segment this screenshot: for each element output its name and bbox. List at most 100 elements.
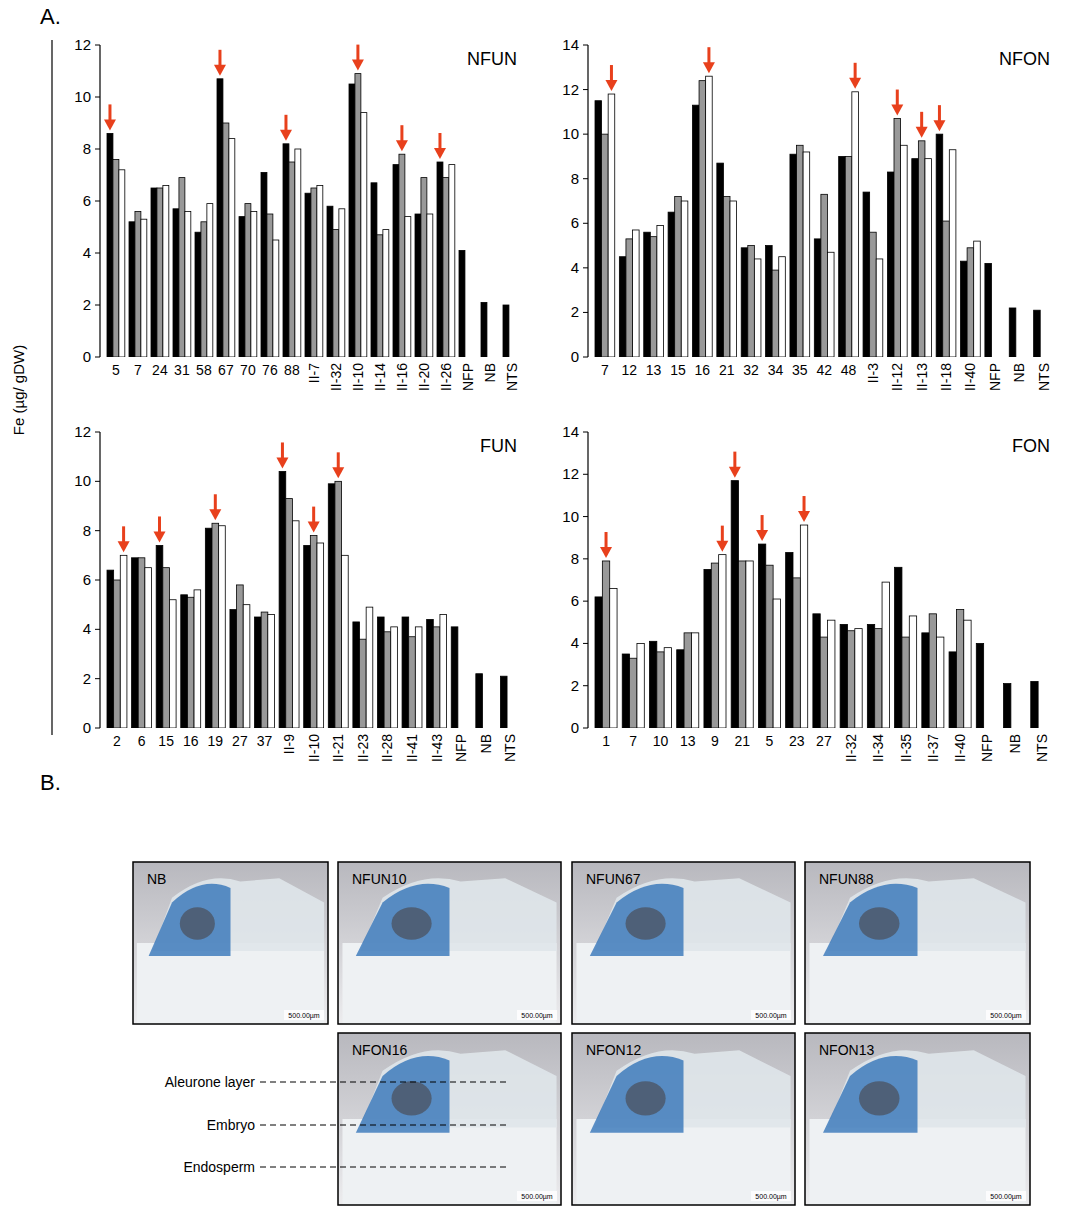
x-tick-label: 27 [232, 733, 248, 749]
y-tick-label: 12 [74, 36, 91, 53]
y-tick [95, 97, 100, 98]
x-tick-label: II-35 [898, 734, 914, 762]
bar [409, 637, 416, 728]
y-tick [583, 474, 588, 475]
x-tick-label: NTS [1036, 363, 1052, 391]
x-tick-label: II-20 [416, 363, 432, 391]
arrow [276, 442, 288, 468]
x-tick-label: 5 [112, 362, 120, 378]
bar [949, 652, 956, 728]
x-tick-label: 9 [711, 733, 719, 749]
bar [384, 632, 391, 728]
x-tick-label: 35 [792, 362, 808, 378]
bar [205, 528, 212, 728]
bar [839, 156, 846, 357]
bar [677, 650, 684, 728]
y-tick-label: 6 [83, 192, 91, 209]
bar [699, 81, 706, 357]
x-tick-label: 27 [816, 733, 832, 749]
scale-bar-bg [751, 1010, 791, 1020]
arrow [352, 45, 364, 71]
bar [748, 246, 755, 357]
bar [443, 178, 449, 357]
x-tick-label: 7 [629, 733, 637, 749]
x-tick-label: II-32 [328, 363, 344, 391]
bar [894, 119, 901, 357]
bar [317, 543, 324, 728]
image-content [338, 862, 561, 1024]
x-tick-label: 1 [602, 733, 610, 749]
x-tick-label: 88 [284, 362, 300, 378]
arrow [729, 452, 741, 478]
bar [773, 599, 780, 728]
bar [195, 232, 201, 357]
bar [339, 209, 345, 357]
x-tick-label: 42 [816, 362, 832, 378]
bar [173, 209, 179, 357]
x-tick-label: II-41 [404, 734, 420, 762]
scale-bar-bg [986, 1010, 1026, 1020]
bar [821, 194, 828, 357]
y-tick [95, 678, 100, 679]
bar [360, 639, 367, 728]
bar [1009, 308, 1016, 357]
bar [317, 185, 323, 357]
bar [333, 230, 339, 357]
x-tick-label: 7 [134, 362, 142, 378]
image-label: NB [147, 871, 166, 887]
x-tick-label: II-7 [306, 363, 322, 383]
bar [366, 607, 373, 728]
y-tick-label: 0 [83, 348, 91, 365]
bar [415, 627, 422, 728]
x-tick-label: NB [478, 734, 494, 753]
bar [310, 536, 317, 728]
bar [595, 597, 602, 728]
bar [107, 570, 114, 728]
y-tick [583, 267, 588, 268]
bar [772, 270, 779, 357]
bar [212, 523, 219, 728]
y-tick [583, 685, 588, 686]
micrograph: NFON13500.00µm [805, 1033, 1030, 1205]
y-tick-label: 12 [74, 423, 91, 440]
bar [201, 222, 207, 357]
y-tick [95, 432, 100, 433]
bar [207, 204, 213, 357]
bar [637, 643, 644, 728]
bar [377, 235, 383, 357]
arrow [703, 47, 715, 73]
x-tick-label: 2 [113, 733, 121, 749]
bar [961, 261, 968, 357]
bars [595, 76, 1040, 357]
bar [664, 648, 671, 728]
image-frame [805, 1033, 1030, 1205]
bar [459, 250, 465, 357]
bar [876, 259, 883, 357]
y-tick [583, 432, 588, 433]
x-tick-label: NB [1007, 734, 1023, 753]
bar [820, 637, 827, 728]
bar [974, 241, 981, 357]
x-tick-label: 31 [174, 362, 190, 378]
bar [766, 246, 773, 357]
bar [230, 610, 237, 728]
x-tick-label: 21 [734, 733, 750, 749]
image-label: NFON12 [586, 1042, 641, 1058]
bar [719, 555, 726, 728]
scale-bar-bg [751, 1191, 791, 1201]
x-tick-label: II-21 [330, 734, 346, 762]
micrograph: NFUN67500.00µm [572, 862, 795, 1024]
bar [943, 221, 950, 357]
bar [602, 561, 609, 728]
y-tick-label: 10 [562, 508, 579, 525]
bar [717, 163, 724, 357]
figure: A.Fe (µg/ gDW)024681012NFUN5724315867707… [0, 0, 1074, 1214]
bar [766, 565, 773, 728]
bar [692, 105, 699, 357]
x-tick-label: 16 [695, 362, 711, 378]
bar [649, 641, 656, 728]
image-label: NFUN88 [819, 871, 874, 887]
bar [630, 658, 637, 728]
bar [327, 206, 333, 357]
bar [976, 643, 983, 728]
